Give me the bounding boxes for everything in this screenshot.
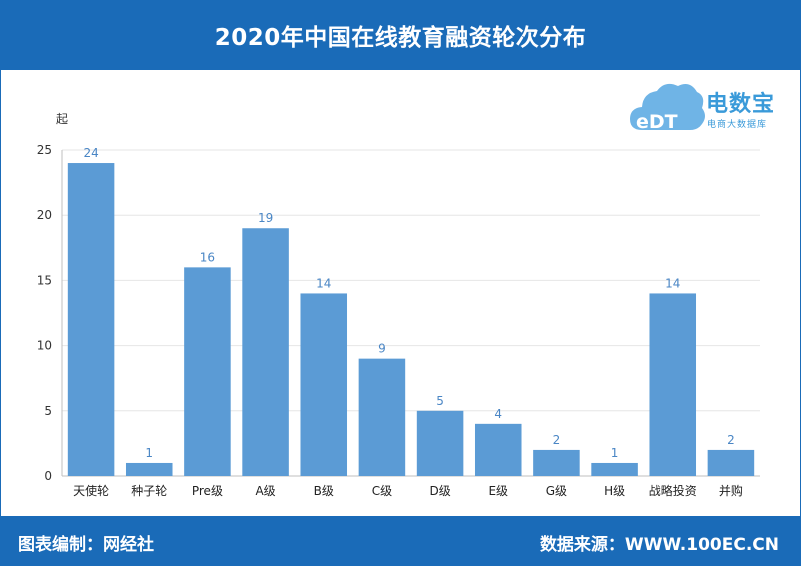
x-tick-label: 并购: [719, 483, 743, 498]
x-tick-label: A级: [255, 484, 275, 498]
footer: 图表编制：网经社 数据来源：WWW.100EC.CN: [0, 516, 801, 566]
bar-value-label: 2: [553, 433, 561, 447]
x-tick-label: C级: [372, 484, 392, 498]
x-tick-label: Pre级: [192, 484, 223, 498]
bar-value-label: 16: [200, 250, 215, 264]
bar: [300, 293, 348, 476]
footer-source: 数据来源：WWW.100EC.CN: [539, 535, 779, 555]
x-tick-label: 天使轮: [73, 483, 109, 498]
bar-value-label: 2: [727, 433, 735, 447]
bar-value-label: 4: [494, 407, 502, 421]
y-tick-label: 10: [37, 339, 52, 353]
x-tick-label: G级: [546, 484, 567, 498]
y-tick-label: 5: [44, 404, 52, 418]
bar: [358, 358, 406, 476]
y-tick-label: 25: [37, 143, 52, 157]
bar: [474, 423, 522, 476]
logo-title: 电数宝: [706, 92, 776, 117]
bar: [533, 449, 580, 476]
y-tick-label: 15: [37, 273, 52, 287]
x-tick-label: E级: [488, 484, 508, 498]
x-tick-label: 战略投资: [649, 483, 697, 498]
y-tick-label: 0: [44, 469, 52, 483]
cloud-logo-icon: eDT: [630, 83, 705, 133]
bar: [591, 462, 638, 476]
bar: [707, 449, 755, 476]
bar-value-label: 5: [436, 394, 444, 408]
bar-value-label: 9: [378, 342, 386, 356]
y-axis-unit: 起: [56, 112, 69, 126]
footer-credit: 图表编制：网经社: [18, 535, 154, 555]
bar-value-label: 19: [258, 211, 273, 225]
bar-value-label: 14: [665, 276, 680, 290]
x-tick-label: H级: [604, 484, 625, 498]
logo-mark: eDT: [636, 111, 678, 133]
bar: [242, 228, 289, 476]
x-tick-label: D级: [429, 484, 450, 498]
bar: [125, 462, 173, 476]
bar-value-label: 1: [611, 446, 619, 460]
bar-value-label: 1: [145, 446, 153, 460]
x-tick-label: 种子轮: [131, 484, 167, 498]
logo-subtitle: 电商大数据库: [707, 120, 768, 130]
bar-value-label: 24: [83, 146, 98, 160]
y-tick-label: 20: [37, 208, 52, 222]
bar: [67, 163, 115, 477]
x-tick-label: B级: [314, 484, 334, 498]
page-title: 2020年中国在线教育融资轮次分布: [0, 0, 801, 70]
bar: [416, 410, 464, 476]
bar: [184, 267, 231, 476]
bar-value-label: 14: [316, 276, 331, 290]
bar: [649, 293, 697, 476]
